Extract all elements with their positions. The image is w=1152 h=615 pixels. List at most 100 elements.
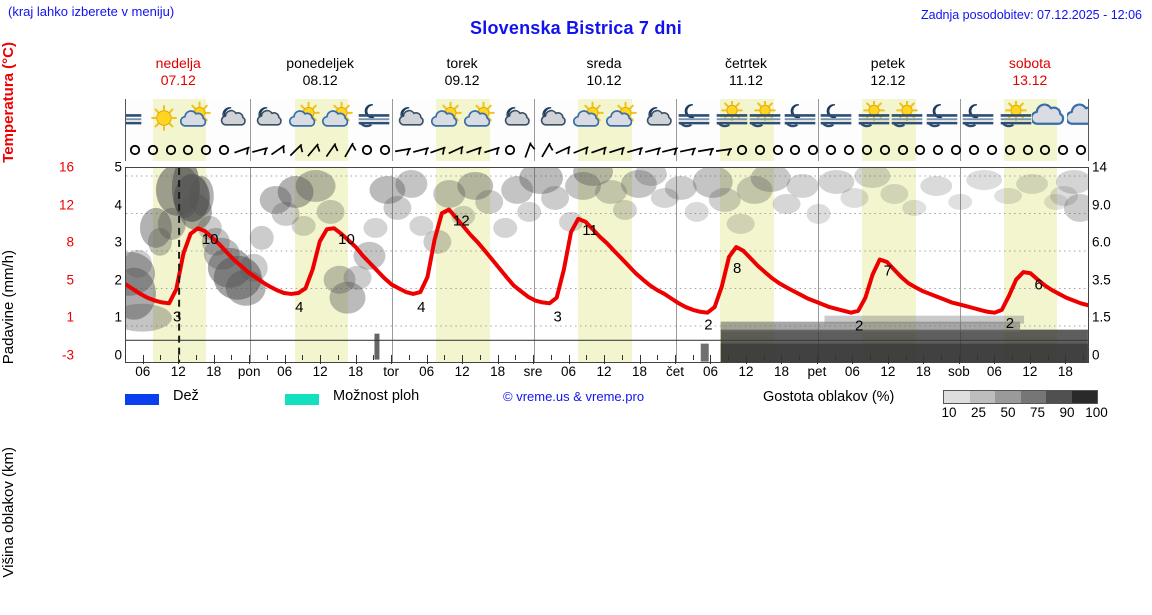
wind-calm-icon: [750, 139, 770, 161]
wind-barb-icon: [589, 139, 609, 161]
x-tick: [284, 355, 286, 364]
x-tick: [657, 355, 659, 360]
wind-calm-icon: [126, 139, 145, 161]
x-tick: [178, 355, 180, 364]
x-tick: [710, 355, 712, 364]
day-header-3: sreda 10.12: [533, 55, 675, 89]
cloud-icon: [1065, 101, 1088, 135]
day-separator: [250, 139, 252, 161]
moon-fog-icon: [783, 101, 817, 135]
sun-cloud-icon: [463, 101, 498, 135]
wind-calm-icon: [982, 139, 1002, 161]
x-tick: [302, 355, 304, 360]
day-name: torek: [446, 55, 478, 71]
x-tick: [1047, 355, 1049, 360]
cloud-density-level-100: 100: [1085, 405, 1108, 420]
x-tick: [444, 355, 446, 360]
cloud-density-ramp-step-4: [1046, 391, 1072, 403]
cloud-density-level-50: 50: [1000, 405, 1016, 420]
cloud-density-ramp-step-0: [944, 391, 970, 403]
x-tick: [213, 355, 215, 364]
temperature-label: 10: [338, 231, 355, 248]
precipitation-tick-5: 0: [114, 347, 122, 363]
cloud-density-ramp-step-1: [969, 391, 995, 403]
sun-cloud-icon: [321, 101, 356, 135]
x-tick: [816, 355, 818, 364]
x-label-22: 18: [915, 364, 931, 379]
cloud-density-legend-title: Gostota oblakov (%): [763, 389, 895, 405]
day-date: 10.12: [586, 72, 622, 88]
x-tick: [941, 355, 943, 360]
x-tick: [887, 355, 889, 364]
cloud-density-ramp-step-2: [995, 391, 1021, 403]
x-label-6: 18: [348, 364, 364, 379]
sun-icon: [147, 101, 181, 135]
temperature-label: 3: [173, 308, 181, 325]
x-label-0: 06: [135, 364, 151, 379]
day-date: 07.12: [160, 72, 196, 88]
wind-calm-icon: [839, 139, 859, 161]
cloud-height-axis-ticks: 14 9.0 6.0 3.5 1.5 0: [1092, 160, 1124, 378]
x-tick: [479, 355, 481, 360]
sun-fog-icon: [857, 99, 891, 135]
precipitation-tick-0: 5: [114, 159, 122, 175]
x-tick: [533, 355, 535, 364]
x-tick: [568, 355, 570, 364]
wind-calm-icon: [143, 139, 163, 161]
x-tick: [1029, 355, 1031, 364]
wind-calm-icon: [1053, 139, 1073, 161]
x-tick: [852, 355, 854, 364]
day-date: 08.12: [302, 72, 338, 88]
temperature-label: 3: [554, 308, 562, 325]
x-tick: [728, 355, 730, 360]
weather-plot[interactable]: 3 10 4 10 4 12 3 11 2 8 2 7 2 6: [125, 167, 1089, 363]
wind-calm-icon: [357, 139, 377, 161]
sun-fog-icon: [715, 99, 749, 135]
temperature-tick-5: -3: [61, 347, 74, 363]
day-separator: [534, 139, 536, 161]
x-label-18: 18: [773, 364, 789, 379]
x-tick: [870, 355, 872, 360]
day-name: četrtek: [724, 55, 767, 71]
x-label-10: 18: [490, 364, 506, 379]
x-label-20: 06: [844, 364, 860, 379]
wind-barb-icon: [339, 139, 359, 161]
sun-cloud-icon: [573, 101, 607, 135]
x-tick: [142, 355, 144, 364]
day-separator: [817, 99, 819, 139]
sun-fog-icon: [999, 99, 1033, 135]
wind-barb-icon: [518, 139, 538, 161]
wind-calm-icon: [214, 139, 234, 161]
wind-calm-icon: [1071, 139, 1088, 161]
x-tick: [958, 355, 960, 364]
copyright-text[interactable]: © vreme.us & vreme.pro: [503, 389, 645, 404]
day-name: sreda: [586, 55, 622, 71]
wind-calm-icon: [803, 139, 823, 161]
cloud-height-tick-1: 9.0: [1092, 197, 1111, 213]
wind-barb-icon: [625, 139, 645, 161]
day-date: 13.12: [1012, 72, 1048, 88]
x-tick: [337, 355, 339, 360]
wind-calm-icon: [785, 139, 805, 161]
day-separator: [676, 168, 677, 362]
day-separator: [392, 168, 394, 362]
day-header-4: četrtek 11.12: [675, 55, 817, 89]
wind-barb-icon: [714, 139, 734, 161]
wind-barb-strip: [125, 139, 1089, 161]
moon-fog-icon: [357, 101, 391, 135]
moon-cloud-icon: [641, 101, 675, 135]
day-date: 12.12: [870, 72, 906, 88]
temperature-tick-2: 8: [66, 234, 74, 250]
x-label-13: 12: [596, 364, 612, 379]
wind-calm-icon: [1018, 139, 1038, 161]
cloud-height-tick-5: 0: [1092, 347, 1100, 363]
day-separator: [534, 99, 536, 139]
x-tick: [905, 355, 907, 360]
moon-cloud-icon: [499, 101, 533, 135]
moon-fog-icon: [925, 101, 959, 135]
temperature-label: 11: [582, 222, 598, 239]
showers-legend-swatch: [285, 394, 319, 405]
cloud-density-level-75: 75: [1029, 405, 1046, 420]
x-tick: [781, 355, 783, 364]
x-label-9: 12: [454, 364, 470, 379]
